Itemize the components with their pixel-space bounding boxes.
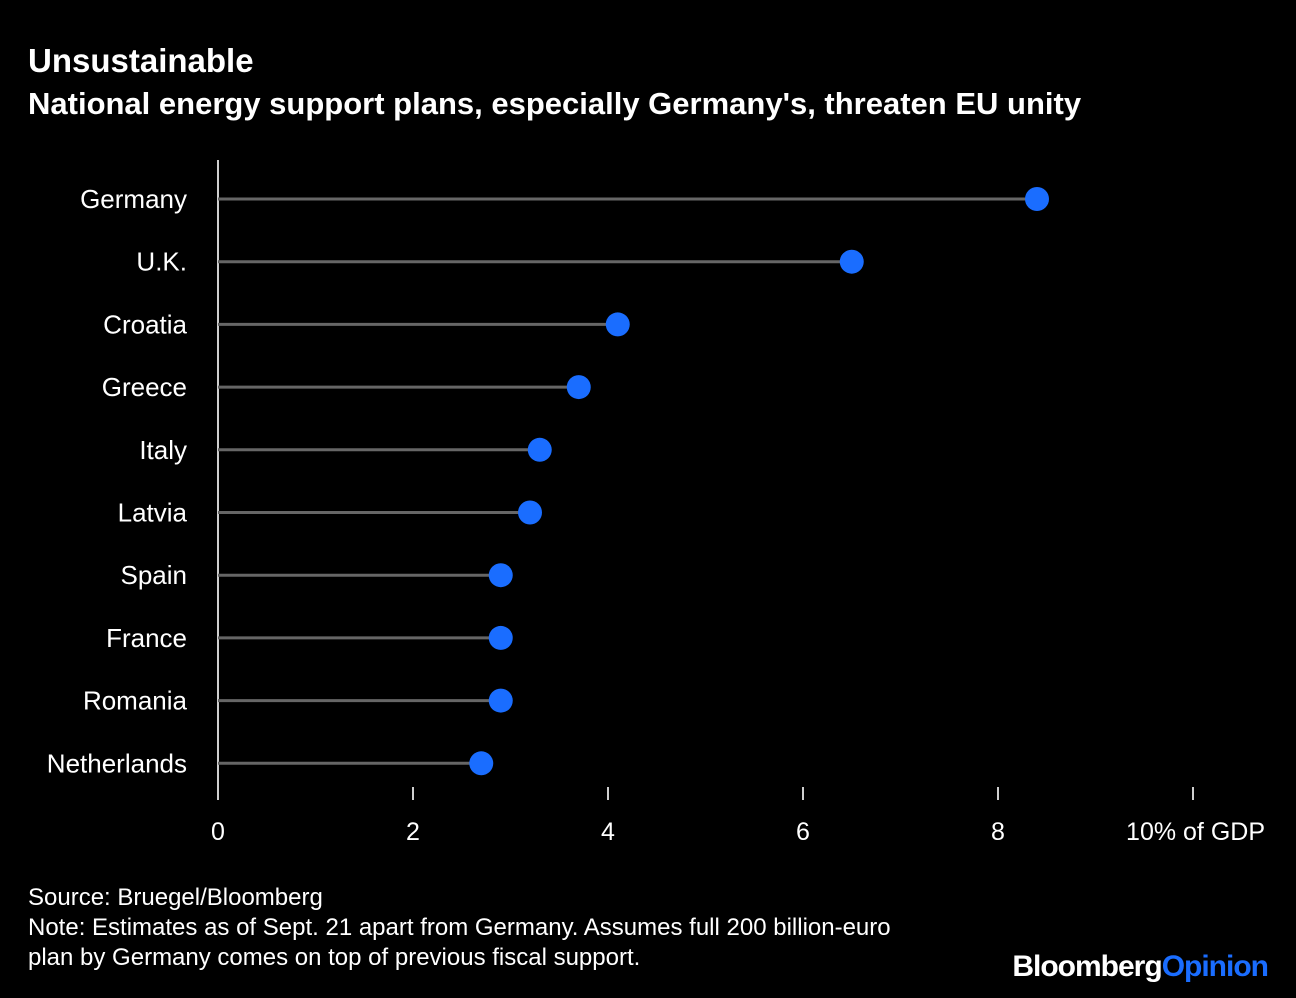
x-tick-label-10: 10% of GDP bbox=[1126, 818, 1265, 846]
dot-croatia bbox=[605, 312, 630, 337]
logo-opinion: Opinion bbox=[1161, 950, 1269, 983]
category-label-croatia: Croatia bbox=[103, 309, 187, 339]
dot-latvia bbox=[518, 500, 542, 525]
x-tick-label-2: 2 bbox=[406, 818, 420, 846]
dot-spain bbox=[488, 563, 513, 588]
source-note: Source: Bruegel/Bloomberg bbox=[28, 884, 323, 911]
category-label-spain: Spain bbox=[121, 560, 188, 590]
x-tick-label-0: 0 bbox=[211, 818, 225, 846]
chart-footer: Source: Bruegel/Bloomberg Note: Estimate… bbox=[28, 883, 1028, 973]
category-label-france: France bbox=[106, 623, 187, 653]
category-label-romania: Romania bbox=[83, 686, 188, 716]
category-label-netherlands: Netherlands bbox=[47, 748, 187, 778]
chart-title: Unsustainable bbox=[28, 42, 254, 79]
dot-u-k bbox=[839, 249, 864, 274]
dot-italy bbox=[527, 437, 552, 462]
x-tick-label-8: 8 bbox=[991, 818, 1005, 846]
dot-romania bbox=[488, 688, 513, 713]
x-tick-label-4: 4 bbox=[601, 818, 615, 846]
dot-plot-chart: 0 2 4 6 8 10% of GDP Germany U.K. Croatia Greece I… bbox=[47, 160, 1265, 846]
logo-bloomberg: Bloomberg bbox=[1012, 950, 1162, 983]
note-line-1: Note: Estimates as of Sept. 21 apart fro… bbox=[28, 914, 891, 941]
category-label-italy: Italy bbox=[139, 435, 187, 465]
dot-france bbox=[488, 625, 513, 650]
category-label-u-k: U.K. bbox=[136, 247, 187, 277]
x-tick-label-6: 6 bbox=[796, 818, 810, 846]
dot-netherlands bbox=[469, 751, 494, 776]
dot-germany bbox=[1025, 187, 1049, 211]
category-label-greece: Greece bbox=[102, 372, 187, 402]
chart-subtitle: National energy support plans, especiall… bbox=[28, 86, 1082, 121]
bloomberg-opinion-logo: BloombergOpinion bbox=[1012, 950, 1269, 984]
category-label-latvia: Latvia bbox=[118, 498, 188, 528]
dot-greece bbox=[566, 375, 591, 400]
note-line-2: plan by Germany comes on top of previous… bbox=[28, 944, 641, 971]
category-label-germany: Germany bbox=[80, 184, 187, 214]
